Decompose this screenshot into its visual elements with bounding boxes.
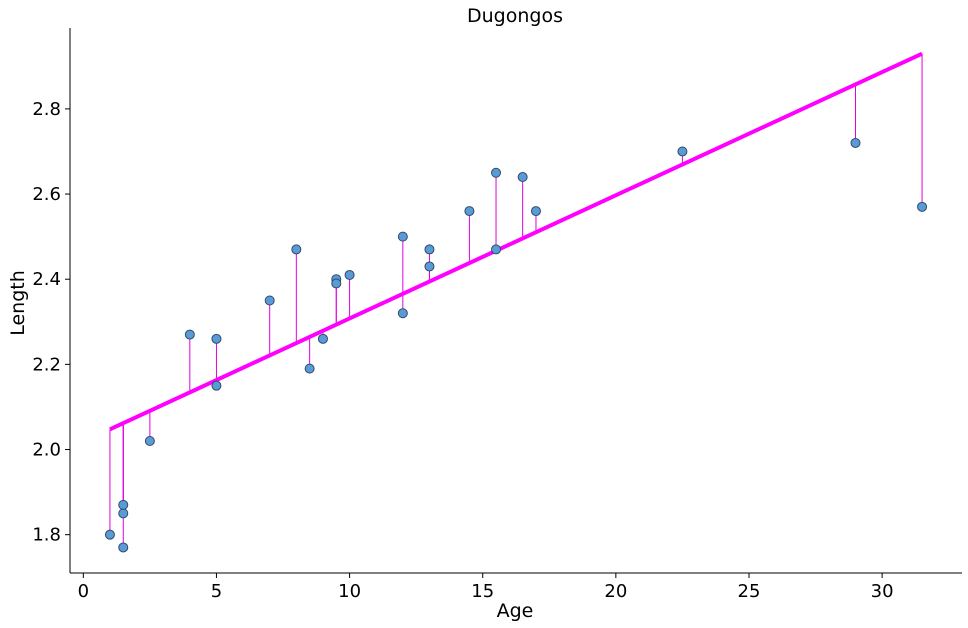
data-point bbox=[530, 206, 541, 217]
data-point bbox=[677, 146, 688, 157]
data-point bbox=[104, 529, 115, 540]
data-point bbox=[118, 508, 129, 519]
y-tick-label: 2.2 bbox=[32, 354, 61, 375]
data-point bbox=[211, 333, 222, 344]
data-point bbox=[118, 542, 129, 553]
data-point bbox=[397, 308, 408, 319]
data-point bbox=[464, 206, 475, 217]
y-tick-label: 1.8 bbox=[32, 525, 61, 546]
data-point bbox=[264, 295, 275, 306]
data-point bbox=[144, 436, 155, 447]
residual-lines bbox=[109, 53, 923, 548]
data-point bbox=[517, 172, 528, 183]
x-axis-label: Age bbox=[497, 600, 534, 622]
data-point bbox=[491, 244, 502, 255]
data-point bbox=[211, 380, 222, 391]
x-tick-label: 15 bbox=[471, 581, 494, 602]
data-point bbox=[491, 167, 502, 178]
y-axis-ticks: 1.8 2.0 2.2 2.4 2.6 2.8 bbox=[32, 99, 70, 546]
y-axis-label: Length bbox=[7, 270, 29, 336]
y-tick-label: 2.0 bbox=[32, 440, 61, 461]
data-point bbox=[118, 499, 129, 510]
x-tick-label: 0 bbox=[78, 581, 89, 602]
data-point bbox=[397, 231, 408, 242]
data-point bbox=[331, 278, 342, 289]
data-point bbox=[344, 269, 355, 280]
x-tick-label: 10 bbox=[338, 581, 361, 602]
data-point bbox=[850, 137, 861, 148]
data-point bbox=[184, 329, 195, 340]
data-point bbox=[424, 261, 435, 272]
x-tick-label: 5 bbox=[211, 581, 222, 602]
chart-title: Dugongos bbox=[467, 5, 563, 27]
y-tick-label: 2.8 bbox=[32, 99, 61, 120]
x-axis-ticks: 0 5 10 15 20 25 30 bbox=[78, 573, 894, 602]
data-points bbox=[104, 137, 928, 553]
data-point bbox=[424, 244, 435, 255]
y-tick-label: 2.6 bbox=[32, 184, 61, 205]
fit-line bbox=[109, 51, 923, 432]
x-tick-label: 25 bbox=[738, 581, 761, 602]
data-point bbox=[304, 363, 315, 374]
y-tick-label: 2.4 bbox=[32, 269, 61, 290]
x-tick-label: 30 bbox=[871, 581, 894, 602]
data-point bbox=[317, 333, 328, 344]
data-point bbox=[917, 201, 928, 212]
x-tick-label: 20 bbox=[604, 581, 627, 602]
data-point bbox=[291, 244, 302, 255]
